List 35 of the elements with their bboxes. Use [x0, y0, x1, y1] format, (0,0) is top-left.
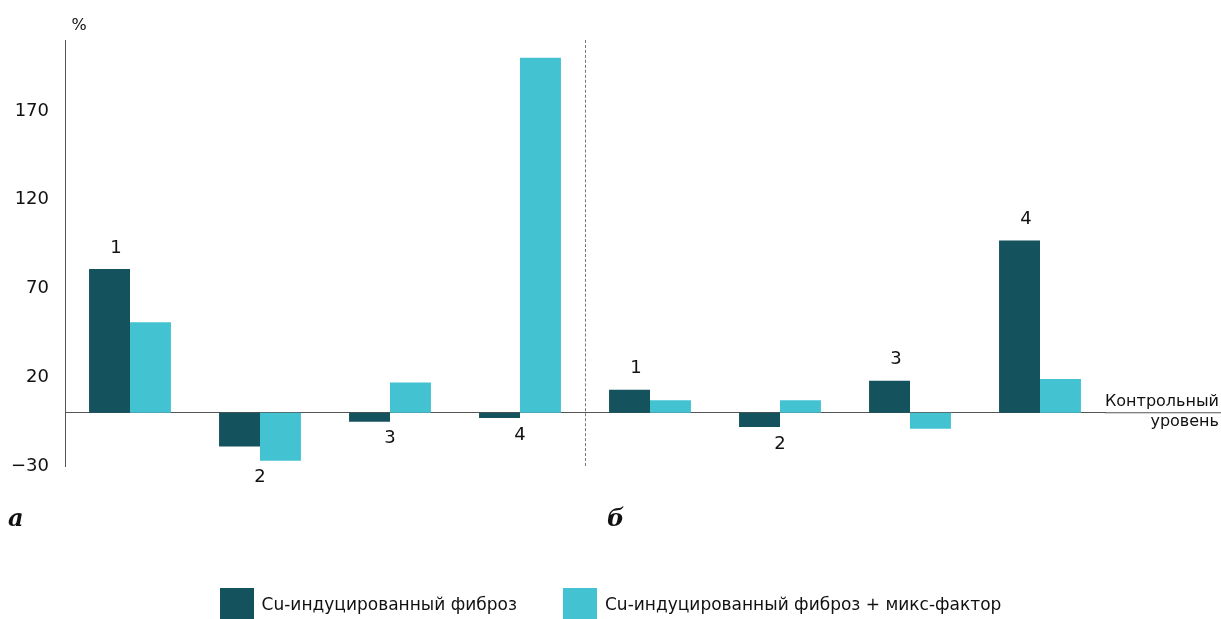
x-tick-label: 3	[890, 347, 902, 369]
bar	[89, 268, 130, 413]
bar	[999, 240, 1040, 413]
bar	[609, 389, 650, 413]
legend-label: Cu-индуцированный фиброз	[261, 594, 517, 614]
bar	[910, 412, 951, 429]
y-tick-label: 20	[26, 364, 49, 386]
bar	[390, 382, 431, 413]
y-tick-label: 170	[14, 98, 49, 120]
bar	[739, 412, 780, 427]
x-tick-label: 2	[774, 431, 786, 453]
bar	[780, 400, 821, 413]
x-tick-label: 1	[630, 356, 642, 378]
bar	[260, 412, 301, 461]
annotation: Контрольный уровень	[1104, 390, 1219, 430]
bar	[869, 380, 910, 413]
y-tick-label: 70	[26, 276, 49, 298]
text: а	[8, 503, 24, 533]
bar	[349, 412, 390, 422]
y-tick-label: 120	[14, 187, 49, 209]
x-tick-label: 1	[110, 235, 122, 257]
x-tick-label: 2	[254, 465, 266, 487]
bar	[130, 322, 171, 413]
bar	[1040, 379, 1081, 413]
y-axis-title: %	[71, 15, 87, 35]
bar	[479, 412, 520, 419]
x-tick-label: 4	[1020, 207, 1032, 229]
bar	[219, 412, 260, 447]
x-tick-label: 4	[514, 422, 526, 444]
y-tick-label: −30	[11, 453, 49, 475]
text: б	[607, 503, 625, 533]
bar	[650, 400, 691, 413]
bar	[520, 57, 561, 413]
x-tick-label: 3	[384, 426, 396, 448]
legend-label: Cu-индуцированный фиброз + микс-фактор	[605, 594, 1002, 614]
